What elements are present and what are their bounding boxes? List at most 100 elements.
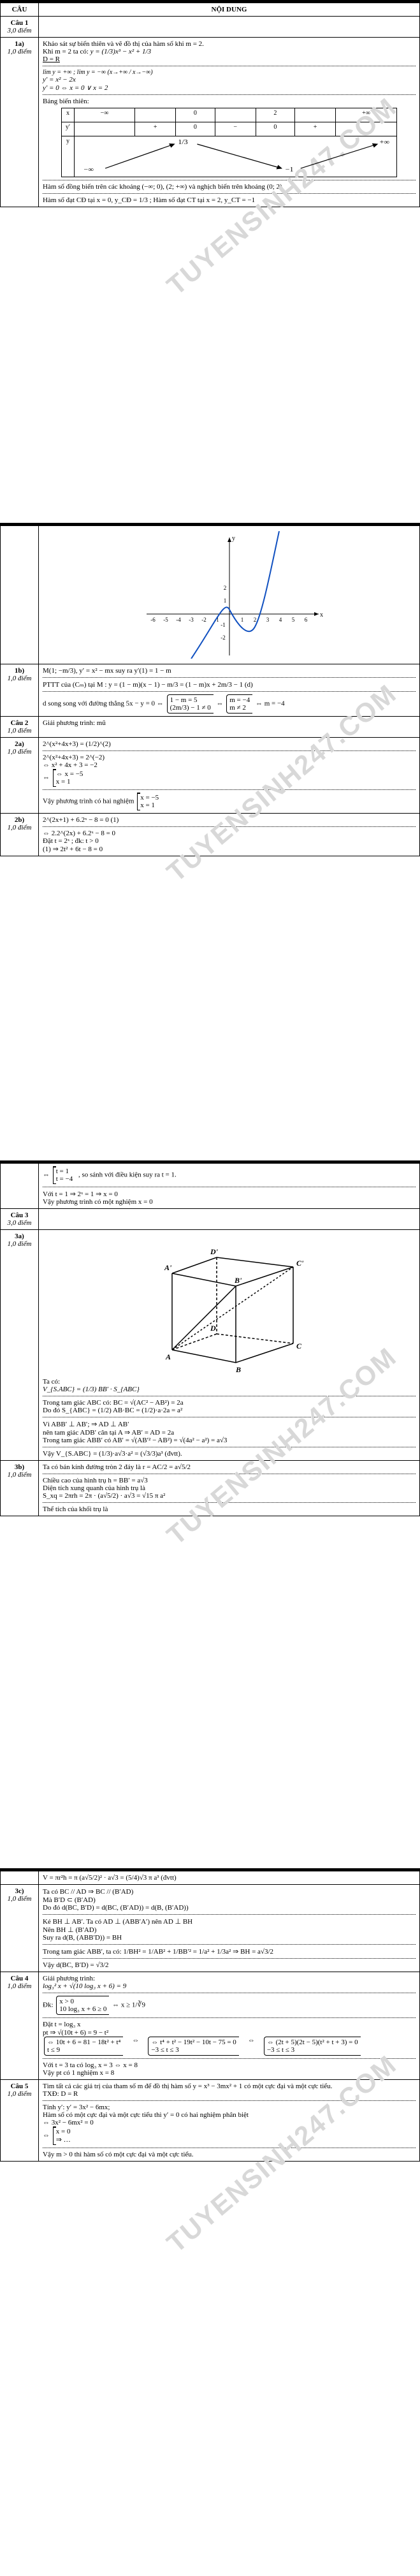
text-2a-l3: ⇔ x² + 4x + 3 = −2 (43, 761, 416, 769)
text-3c-l4: Kẻ BH ⊥ AB′. Ta có AD ⊥ (ABB′A′) nên AD … (43, 1917, 416, 1926)
col-header-cau: CÂU (1, 3, 39, 17)
col-header-noidung: NỘI DUNG (39, 3, 420, 17)
page-2: TUYENSINH247.COM x y -6-5-4 -3-2-1 1 (0, 523, 420, 1122)
text-3c-l3: Do đó d(BC, B′D) = d(BC, (B′AD)) = d(B, … (43, 1904, 416, 1912)
text-1a-l9: Hàm số đạt CĐ tại x = 0, y_CĐ = 1/3 ; Hà… (43, 196, 416, 204)
text-4-l7: Vậy pt có 1 nghiệm x = 8 (43, 2069, 416, 2077)
text-2b-l1: 2^(2x+1) + 6.2ˣ − 8 = 0 (1) (43, 816, 416, 824)
svg-text:2: 2 (253, 617, 256, 623)
label-1b: 1b) (15, 667, 24, 675)
text-4-l6: Với t = 3 ta có log₃ x = 3 ⇔ x = 8 (43, 2061, 416, 2069)
text-2b-l4: (1) ⇒ 2t² + 6t − 8 = 0 (43, 845, 416, 853)
text-3bc-l1: V = πr²h = π (a√5/2)² · a√3 = (5/4)√3 π … (43, 1874, 416, 1882)
svg-text:3: 3 (266, 617, 269, 623)
row-1a: 1a) 1,0 điểm Khảo sát sự biến thiên và v… (1, 38, 420, 207)
row-1b: 1b) 1,0 điểm M(1; −m/3), y′ = x² − mx su… (1, 664, 420, 717)
svg-text:-6: -6 (150, 617, 156, 623)
cau1-title: Câu 1 (11, 19, 29, 27)
svg-text:-3: -3 (189, 617, 194, 623)
cau1-points: 3,0 điểm (8, 27, 32, 34)
text-3a-l1: Ta có: (43, 1378, 416, 1386)
points-2a: 1,0 điểm (8, 748, 32, 756)
text-4-l3: Đặt t = log₃ x (43, 2021, 416, 2028)
row-cau4: Câu 4 1,0 điểm Giải phương trình: log₃² … (1, 1972, 420, 2080)
svg-text:D: D (210, 1324, 216, 1333)
row-3c: 3c) 1,0 điểm Ta có BC // AD ⇒ BC // (B′A… (1, 1885, 420, 1972)
svg-text:A': A' (164, 1263, 172, 1272)
text-5-l2: TXĐ: D = R (43, 2090, 416, 2098)
vt-valley: −1 (285, 166, 293, 173)
text-2a-l5: Vậy phương trình có hai nghiệm x = −5 x … (43, 793, 416, 810)
row-graph: x y -6-5-4 -3-2-1 123 456 12 -1-2 (1, 526, 420, 664)
row-2b: 2b) 1,0 điểm 2^(2x+1) + 6.2ˣ − 8 = 0 (1)… (1, 814, 420, 856)
svg-text:A: A (165, 1352, 171, 1361)
text-5-l3: Tính y′: y′ = 3x² − 6mx; (43, 2104, 416, 2111)
text-4-l4: pt ⇒ √(10t + 6) = 9 − t² (43, 2028, 416, 2037)
text-3c-l7: Trong tam giác ABB′, ta có: 1/BH² = 1/AB… (43, 1947, 416, 1956)
cau3-points: 3,0 điểm (8, 1219, 32, 1227)
text-4-l2: Đk: x > 0 10 log₃ x + 6 ≥ 0 ⇔ x ≥ 1/∛9 (43, 1996, 416, 2015)
variation-arrows: −∞ 1/3 −1 +∞ (75, 136, 396, 175)
text-3a-l3: Trong tam giác ABC có: BC = √(AC² − AB²)… (43, 1399, 416, 1407)
cau2-text: Giải phương trình: mũ (39, 717, 420, 738)
svg-text:-4: -4 (176, 617, 181, 623)
text-1b-l3: d song song với đường thẳng 5x − y = 0 ⇔… (43, 694, 416, 714)
svg-text:x: x (320, 611, 323, 618)
text-1a-l6: y′ = 0 ⇔ x = 0 ∨ x = 2 (43, 84, 416, 92)
points-2b: 1,0 điểm (8, 824, 32, 831)
text-1b-l2: PTTT của (Cₘ) tại M : y = (1 − m)(x − 1)… (43, 680, 416, 689)
points-1a: 1,0 điểm (8, 48, 32, 55)
svg-text:2: 2 (223, 585, 226, 591)
text-2a-l2: 2^(x²+4x+3) = 2^(−2) (43, 754, 416, 761)
vt-minf: −∞ (83, 166, 93, 173)
cau4-points: 1,0 điểm (8, 1982, 32, 1990)
row-cau5: Câu 5 1,0 điểm Tìm tất cả các giá trị củ… (1, 2080, 420, 2162)
text-3b-l5: Thể tích của khối trụ là (43, 1505, 416, 1513)
text-3b-l4: S_xq = 2πrh = 2π · (a√5/2) · a√3 = √15 π… (43, 1492, 416, 1500)
svg-text:4: 4 (279, 617, 282, 623)
text-1b-l1: M(1; −m/3), y′ = x² − mx suy ra y′(1) = … (43, 667, 416, 675)
solution-table-p4: V = πr²h = π (a√5/2)² · a√3 = (5/4)√3 π … (0, 1871, 420, 2162)
points-1b: 1,0 điểm (8, 675, 32, 682)
svg-text:y: y (232, 535, 235, 542)
label-2a: 2a) (15, 740, 24, 748)
text-1a-l8: Hàm số đồng biến trên các khoảng (−∞; 0)… (43, 183, 416, 191)
text-5-l7: Vậy m > 0 thì hàm số có một cực đại và m… (43, 2151, 416, 2158)
vt-pinf: +∞ (379, 139, 389, 146)
cau4-title: Câu 4 (11, 1975, 29, 1982)
svg-text:B': B' (234, 1276, 242, 1285)
text-4-l5: ⇔ 10t + 6 = 81 − 18t² + t⁴ t ≤ 9 ⇔ ⇔ t⁴ … (43, 2037, 416, 2056)
row-2a: 2a) 1,0 điểm 2^(x²+4x+3) = (1/2)^(2) 2^(… (1, 738, 420, 814)
label-1a: 1a) (15, 40, 24, 48)
points-3c: 1,0 điểm (8, 1895, 32, 1903)
cau2-title: Câu 2 (11, 719, 29, 727)
text-5-l6: ⇔ x = 0 ⇒ … (43, 2126, 416, 2145)
vt-peak: 1/3 (178, 139, 188, 146)
svg-text:C': C' (296, 1259, 304, 1268)
text-4-l1: log₃² x + √(10 log₃ x + 6) = 9 (43, 1982, 416, 1990)
text-2a-l1: 2^(x²+4x+3) = (1/2)^(2) (43, 740, 416, 748)
row-3a: 3a) 1,0 điểm (1, 1230, 420, 1461)
svg-text:5: 5 (291, 617, 294, 623)
text-1a-l3: D = R (43, 55, 416, 63)
svg-text:-1: -1 (221, 622, 226, 628)
svg-text:1: 1 (223, 597, 226, 604)
page-3: TUYENSINH247.COM ⇔ t = 1 t = −4 , so sán… (0, 1160, 420, 1830)
row-3b: 3b) 1,0 điểm Ta có bán kính đường tròn 2… (1, 1461, 420, 1516)
solution-table-p1: CÂU NỘI DUNG Câu 1 3,0 điểm 1a) 1,0 điểm… (0, 3, 420, 207)
text-3a-l4: Do đó S_{ABC} = (1/2) AB·BC = (1/2)·a·2a… (43, 1407, 416, 1414)
text-5-l5: ⇔ 3x² − 6mx² = 0 (43, 2119, 416, 2126)
row-2b-cont: ⇔ t = 1 t = −4 , so sánh với điều kiện s… (1, 1164, 420, 1209)
text-1a-l2: Khi m = 2 ta có: y = (1/3)x³ − x² + 1/3 (43, 48, 416, 55)
text-1a-l1: Khảo sát sự biến thiên và vẽ đồ thị của … (43, 40, 416, 48)
variation-table: x −∞ 0 2 +∞ y′ + 0 − (61, 108, 397, 177)
label-2b: 2b) (15, 816, 24, 824)
text-2bc-l1: ⇔ t = 1 t = −4 , so sánh với điều kiện s… (43, 1166, 416, 1184)
text-1a-l4: lim y = +∞ ; lim y = −∞ (x→+∞ / x→−∞) (43, 69, 416, 76)
text-3a-l7: Trong tam giác ABB′ có AB′ = √(AB′² − AB… (43, 1437, 416, 1444)
row-3b-cont: V = πr²h = π (a√5/2)² · a√3 = (5/4)√3 π … (1, 1871, 420, 1885)
cau5-points: 1,0 điểm (8, 2090, 32, 2098)
cau5-title: Câu 5 (11, 2082, 29, 2090)
text-1a-l7: Bảng biến thiên: (43, 98, 416, 105)
svg-text:B: B (235, 1365, 241, 1374)
